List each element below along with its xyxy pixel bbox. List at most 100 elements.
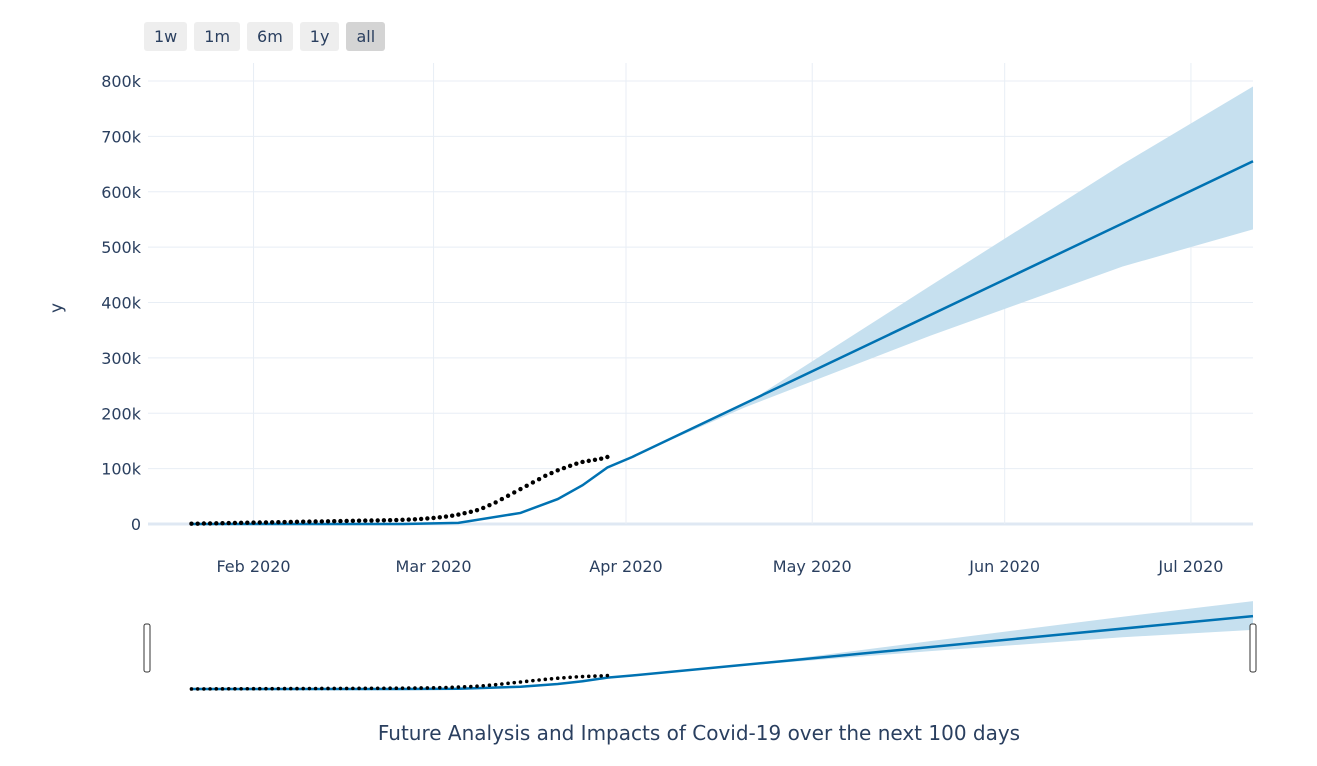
slider-observed-point [456, 685, 461, 689]
slider-observed-point [462, 685, 467, 689]
slider-observed-point [475, 684, 479, 689]
slider-observed-point [605, 673, 610, 678]
observed-point [282, 519, 287, 525]
observed-point [418, 516, 424, 522]
slider-observed-point [344, 686, 349, 691]
slider-observed-point [593, 674, 597, 678]
observed-point [257, 520, 262, 525]
observed-point [605, 454, 610, 460]
observed-point [369, 518, 374, 523]
observed-point [195, 521, 200, 526]
range-button-1y[interactable]: 1y [299, 22, 340, 51]
slider-observed-point [257, 686, 262, 691]
slider-observed-point [524, 679, 529, 684]
observed-point [220, 520, 225, 526]
slider-observed-point [444, 685, 448, 690]
slider-handle-left[interactable] [143, 623, 151, 673]
range-button-1w[interactable]: 1w [144, 22, 188, 51]
observed-point [449, 513, 455, 518]
observed-point [437, 515, 442, 520]
observed-point [276, 519, 281, 525]
observed-point [549, 470, 554, 476]
slider-observed-point [189, 687, 194, 691]
slider-observed-point [512, 680, 517, 685]
slider-observed-point [363, 686, 368, 691]
observed-point [555, 468, 560, 473]
slider-observed-point [574, 675, 579, 679]
observed-point [232, 520, 238, 526]
observed-point [567, 463, 573, 469]
forecast-line [191, 160, 1254, 526]
observed-point [350, 518, 356, 524]
observed-point [499, 496, 505, 502]
observed-point [207, 521, 213, 526]
x-tick-label: May 2020 [773, 557, 852, 576]
observed-point [269, 520, 275, 525]
observed-point [561, 465, 567, 471]
observed-point [536, 476, 542, 482]
observed-point [381, 518, 387, 523]
slider-observed-point [388, 686, 392, 691]
y-axis-title: y [47, 303, 67, 313]
slider-observed-point [276, 686, 281, 691]
range-button-6m[interactable]: 6m [247, 22, 293, 51]
observed-point [332, 518, 337, 524]
slider-observed-point [382, 686, 386, 691]
slider-observed-point [338, 686, 343, 691]
observed-point [586, 458, 591, 464]
observed-point [394, 517, 399, 523]
observed-point [300, 519, 306, 524]
observed-point [313, 519, 318, 524]
range-slider[interactable] [143, 601, 1257, 691]
observed-point [574, 461, 579, 466]
slider-observed-point [270, 686, 274, 691]
y-axis-ticks: 0 100k 200k 300k 400k 500k 600k 700k 800k [101, 72, 142, 534]
grid-lines [148, 63, 1253, 526]
slider-observed-point [400, 686, 405, 690]
x-tick-label: Mar 2020 [396, 557, 472, 576]
observed-point [456, 512, 461, 517]
x-tick-label: Apr 2020 [589, 557, 662, 576]
main-plot-area[interactable] [189, 86, 1254, 526]
slider-observed-point [580, 674, 585, 679]
slider-handle-right[interactable] [1249, 623, 1257, 673]
observed-point [214, 521, 219, 526]
observed-point [493, 500, 498, 505]
slider-observed-point [481, 683, 486, 688]
observed-point [344, 518, 349, 524]
slider-uncertainty-band [632, 601, 1253, 676]
slider-observed-point [506, 681, 510, 686]
x-tick-label: Jun 2020 [968, 557, 1040, 576]
slider-observed-point [313, 686, 318, 691]
slider-observed-point [543, 677, 548, 682]
observed-point [487, 502, 492, 508]
range-button-all[interactable]: all [346, 22, 386, 51]
slider-observed-point [295, 686, 299, 691]
slider-observed-point [220, 687, 225, 691]
slider-observed-point [264, 686, 268, 691]
slider-observed-point [208, 687, 212, 691]
slider-observed-point [531, 678, 535, 683]
slider-observed-point [351, 686, 355, 691]
observed-point [580, 459, 585, 465]
y-tick-label: 500k [101, 238, 142, 257]
slider-observed-point [226, 687, 231, 691]
slider-observed-point [357, 686, 361, 691]
range-button-1m[interactable]: 1m [194, 22, 241, 51]
observed-point [443, 514, 449, 519]
slider-observed-point [425, 686, 430, 690]
observed-point [319, 519, 325, 524]
uncertainty-band [632, 86, 1253, 457]
slider-observed-point [332, 686, 337, 691]
y-tick-label: 800k [101, 72, 142, 91]
observed-point [307, 519, 312, 524]
slider-observed-point [406, 686, 411, 690]
slider-observed-point [251, 686, 256, 691]
slider-observed-point [288, 686, 293, 691]
observed-point [325, 519, 331, 524]
observed-point [387, 517, 393, 523]
observed-point [543, 473, 548, 479]
slider-observed-point [233, 686, 237, 691]
slider-observed-point [562, 675, 566, 680]
slider-observed-point [555, 676, 560, 681]
